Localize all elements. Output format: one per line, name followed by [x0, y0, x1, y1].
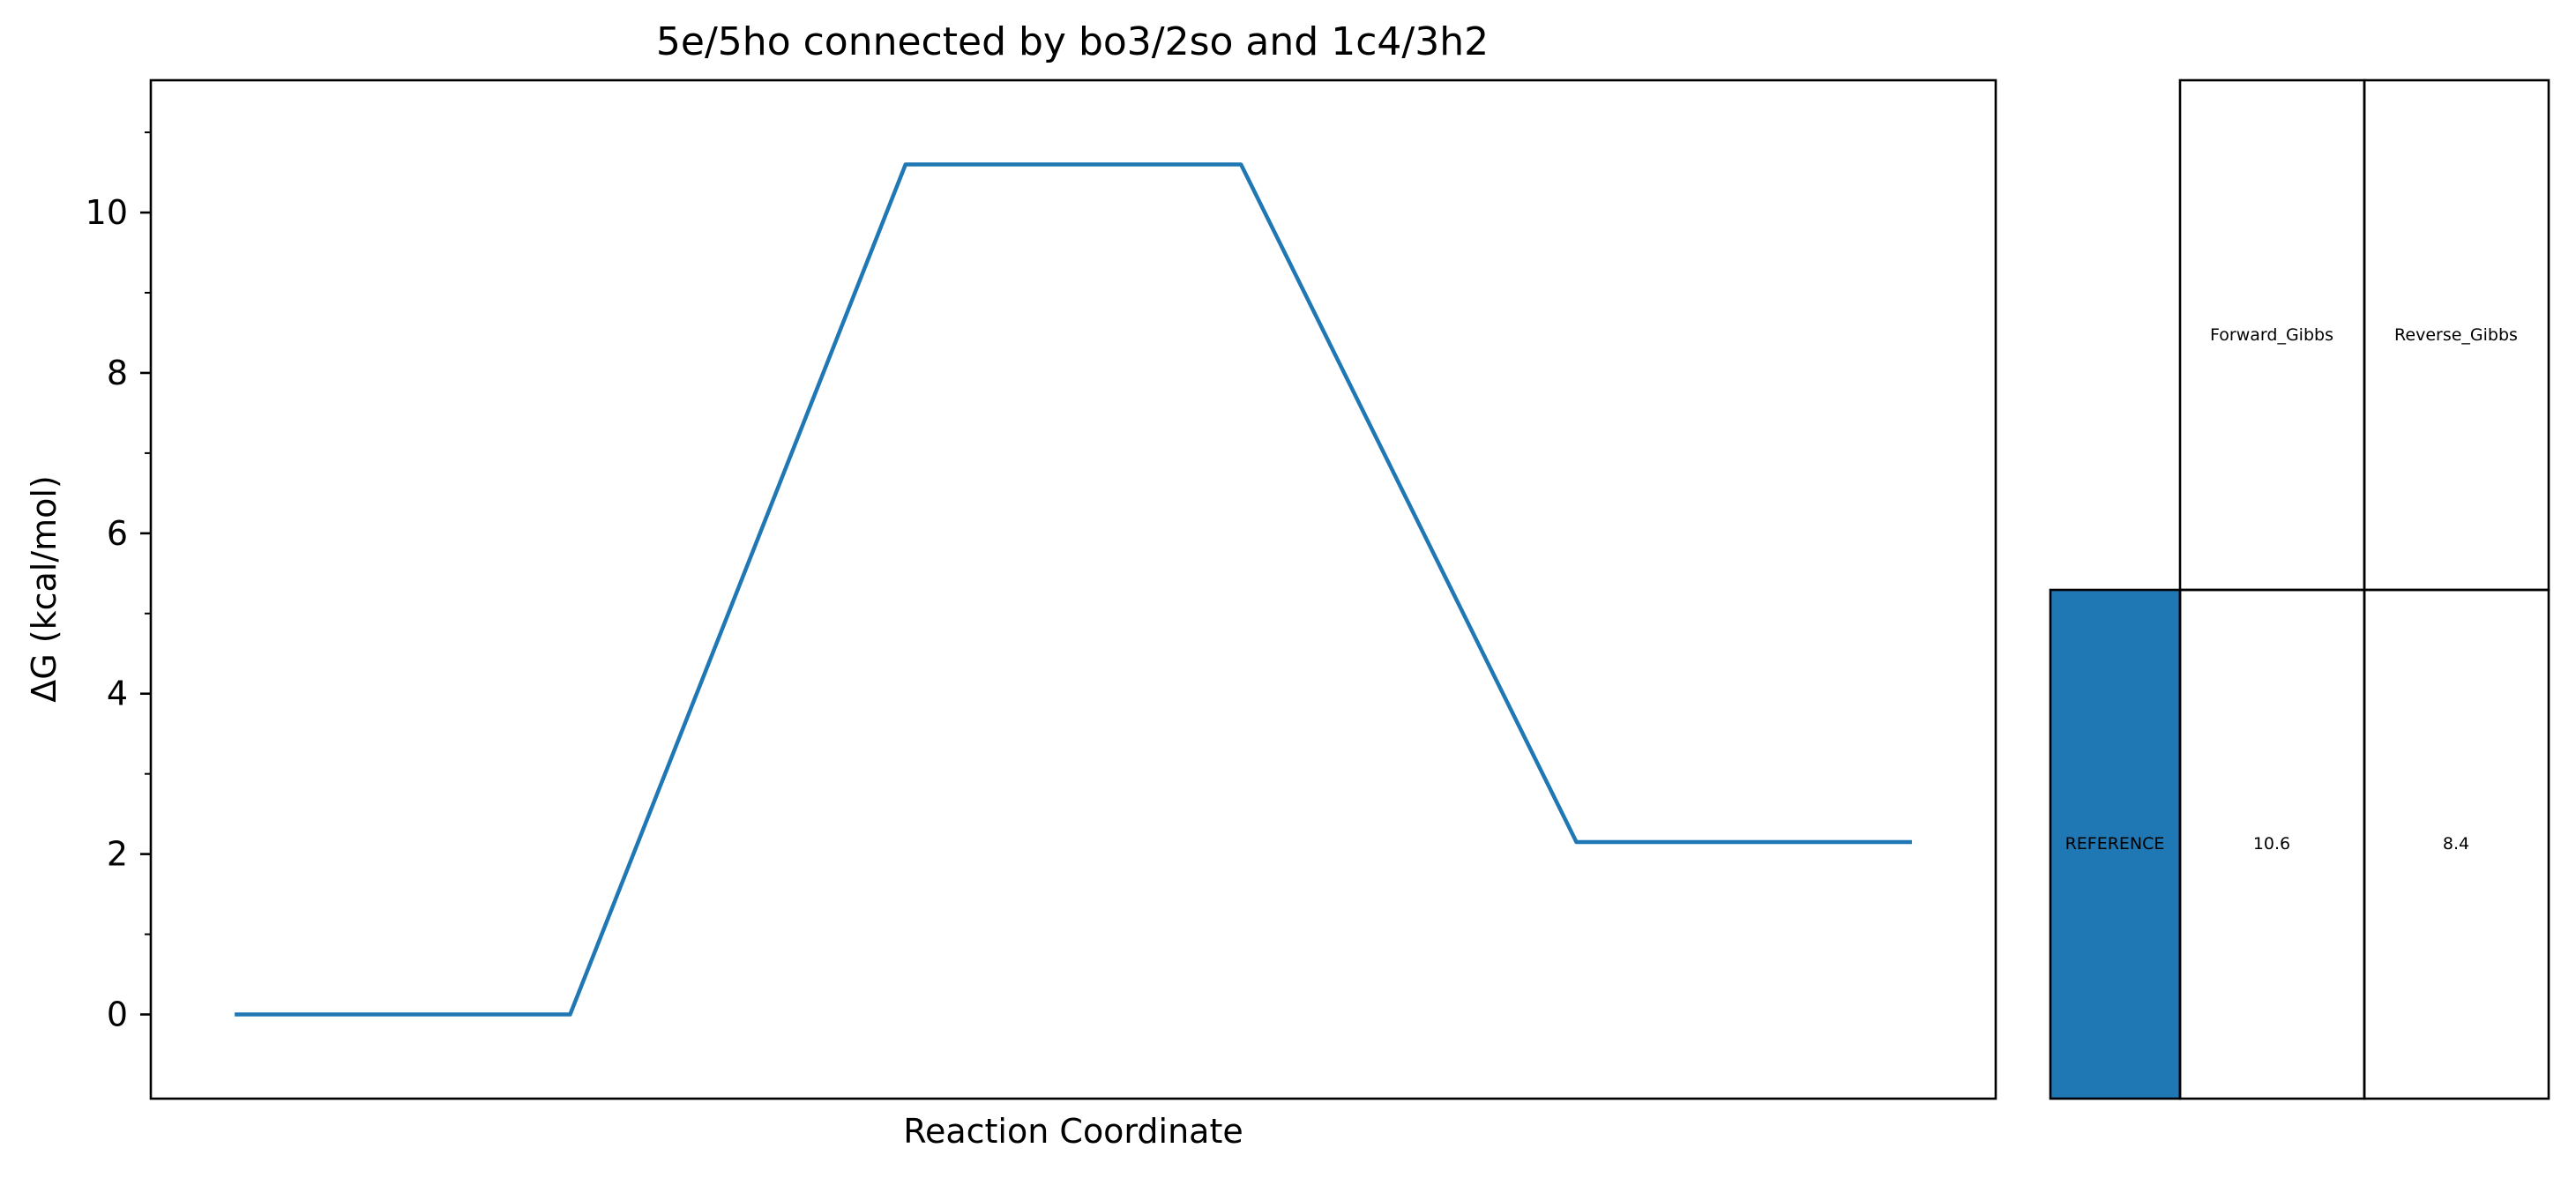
y-axis-label: ΔG (kcal/mol) — [25, 475, 63, 703]
chart-title: 5e/5ho connected by bo3/2so and 1c4/3h2 — [656, 19, 1489, 64]
table-col-header-reverse: Reverse_Gibbs — [2394, 325, 2518, 345]
y-axis: 0 2 4 6 8 10 — [86, 131, 151, 1034]
x-axis-label: Reaction Coordinate — [903, 1112, 1243, 1151]
table-data-cell — [2363, 588, 2550, 1100]
gibbs-table: Forward_Gibbs Reverse_Gibbs REFERENCE 10… — [2049, 78, 2550, 1100]
table-col-header-forward: Forward_Gibbs — [2210, 325, 2333, 345]
series-line — [235, 162, 1912, 1017]
y-tick-label: 0 — [107, 995, 128, 1034]
y-tick-label: 6 — [107, 514, 128, 553]
table-row-label: REFERENCE — [2065, 834, 2165, 854]
table-row-label-cell — [2049, 588, 2182, 1100]
y-tick-label: 8 — [107, 354, 128, 392]
y-tick-label: 4 — [107, 675, 128, 713]
plot-frame — [149, 78, 1997, 1100]
table-cell-reverse-value: 8.4 — [2443, 834, 2469, 854]
series-layer — [235, 162, 1912, 1017]
y-tick-label: 10 — [86, 193, 128, 232]
table-cell-forward-value: 10.6 — [2253, 834, 2290, 854]
y-tick-label: 2 — [107, 835, 128, 874]
